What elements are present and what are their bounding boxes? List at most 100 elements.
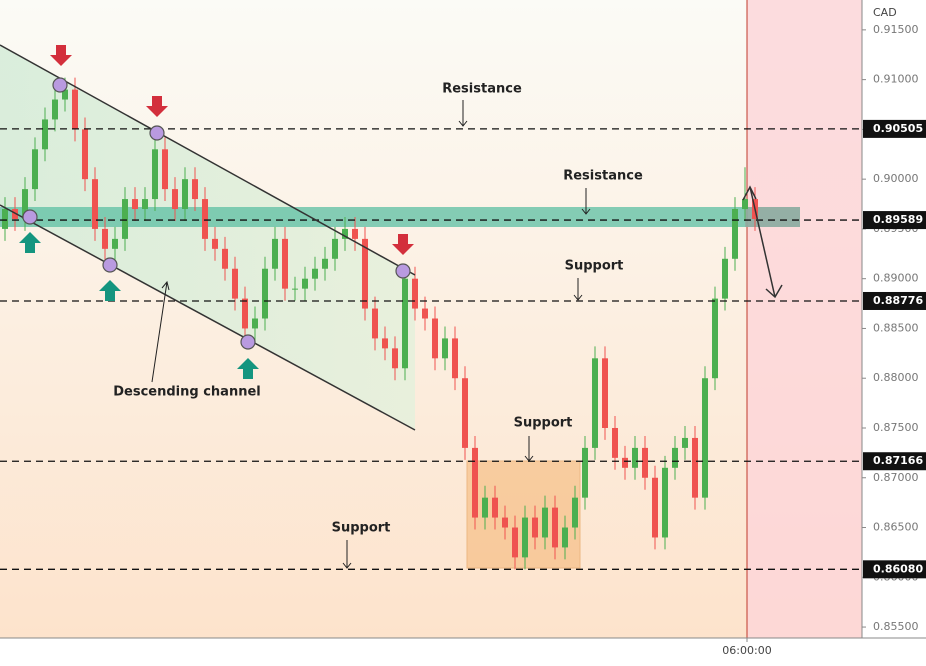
touch-point — [102, 257, 118, 273]
candle-body — [182, 179, 188, 210]
time-axis — [0, 638, 862, 662]
candle-body — [322, 258, 328, 269]
candle-body — [142, 199, 148, 210]
candle-body — [22, 189, 28, 219]
candle-body — [72, 89, 78, 130]
candle-body — [302, 278, 308, 289]
candle-body — [682, 437, 688, 448]
level-label: 0.86080 — [873, 562, 923, 575]
channel-lower — [0, 204, 416, 431]
level-tag — [863, 291, 926, 310]
y-tick-label: 0.91500 — [873, 23, 919, 36]
level-tag — [863, 211, 926, 230]
candle-body — [632, 447, 638, 468]
candle-body — [742, 199, 748, 210]
candle-body — [12, 209, 18, 219]
candle-body — [642, 447, 648, 478]
candle-body — [562, 527, 568, 548]
candle-body — [622, 457, 628, 468]
pointer — [524, 436, 534, 462]
down-arrow — [146, 96, 168, 117]
candle-body — [342, 228, 348, 239]
y-tick-label: 0.89000 — [873, 272, 919, 285]
y-tick-label: 0.91000 — [873, 73, 919, 86]
y-tick-label: 0.88000 — [873, 371, 919, 384]
annotation: Resistance — [563, 169, 643, 184]
candle-body — [82, 129, 88, 180]
candle-body — [532, 517, 538, 538]
candle-body — [362, 238, 368, 309]
level-tag — [863, 452, 926, 471]
candle-body — [352, 228, 358, 239]
annotation: Support — [565, 259, 624, 274]
x-tick-label: 06:00:00 — [722, 644, 771, 657]
candle-body — [732, 209, 738, 259]
annotation: Support — [332, 521, 391, 536]
candle-body — [482, 497, 488, 518]
candle-body — [722, 258, 728, 299]
y-tick-label: 0.88500 — [873, 321, 919, 334]
candle-body — [662, 467, 668, 538]
candle-body — [152, 149, 158, 200]
candle-body — [62, 89, 68, 100]
candle-body — [402, 278, 408, 369]
candle-body — [112, 238, 118, 249]
candles — [2, 77, 758, 570]
candle-body — [282, 238, 288, 289]
candle-body — [492, 497, 498, 518]
pointer — [573, 278, 583, 301]
candle-body — [312, 268, 318, 279]
projection-arrow — [742, 185, 783, 299]
candle-body — [232, 268, 238, 299]
candle-body — [122, 199, 128, 239]
touch-points — [22, 77, 411, 350]
annotation: Resistance — [442, 82, 522, 97]
candle-body — [472, 447, 478, 518]
pointer — [458, 100, 468, 127]
candle-body — [442, 338, 448, 359]
y-tick-label: 0.85500 — [873, 620, 919, 633]
resistance-zone — [0, 207, 800, 227]
candle-body — [712, 298, 718, 379]
candle-body — [42, 119, 48, 150]
candle-body — [52, 99, 58, 120]
annotation: Support — [514, 416, 573, 431]
touch-point — [395, 263, 411, 279]
touch-point — [149, 125, 165, 141]
level-tag — [863, 560, 926, 579]
candle-body — [692, 437, 698, 498]
candle-body — [542, 507, 548, 538]
candle-body — [372, 308, 378, 339]
candle-body — [582, 447, 588, 498]
annotation: Descending channel — [113, 385, 261, 400]
candle-body — [592, 358, 598, 448]
candle-body — [652, 477, 658, 538]
candle-body — [462, 378, 468, 448]
touch-point — [22, 209, 38, 225]
y-tick-label: 0.87500 — [873, 421, 919, 434]
candle-body — [422, 308, 428, 319]
plot-background — [0, 0, 862, 638]
down-arrow — [50, 45, 72, 66]
pointer — [581, 188, 591, 215]
currency-label: CAD — [873, 6, 897, 19]
candle-body — [512, 527, 518, 558]
candle-body — [392, 348, 398, 369]
annotation-pointers — [151, 100, 591, 569]
candle-body — [32, 149, 38, 190]
candle-body — [252, 318, 258, 329]
candle-body — [612, 427, 618, 458]
candle-body — [242, 298, 248, 329]
candle-body — [412, 278, 418, 309]
candle-body — [292, 288, 298, 290]
y-tick-label: 0.90000 — [873, 172, 919, 185]
candle-body — [672, 447, 678, 468]
zone-end — [745, 207, 800, 227]
up-arrow — [99, 280, 121, 301]
level-label: 0.87166 — [873, 454, 923, 467]
pointer — [342, 540, 352, 569]
candle-body — [262, 268, 268, 319]
y-tick-label: 0.87000 — [873, 471, 919, 484]
future-zone — [747, 0, 862, 638]
candle-body — [172, 189, 178, 210]
